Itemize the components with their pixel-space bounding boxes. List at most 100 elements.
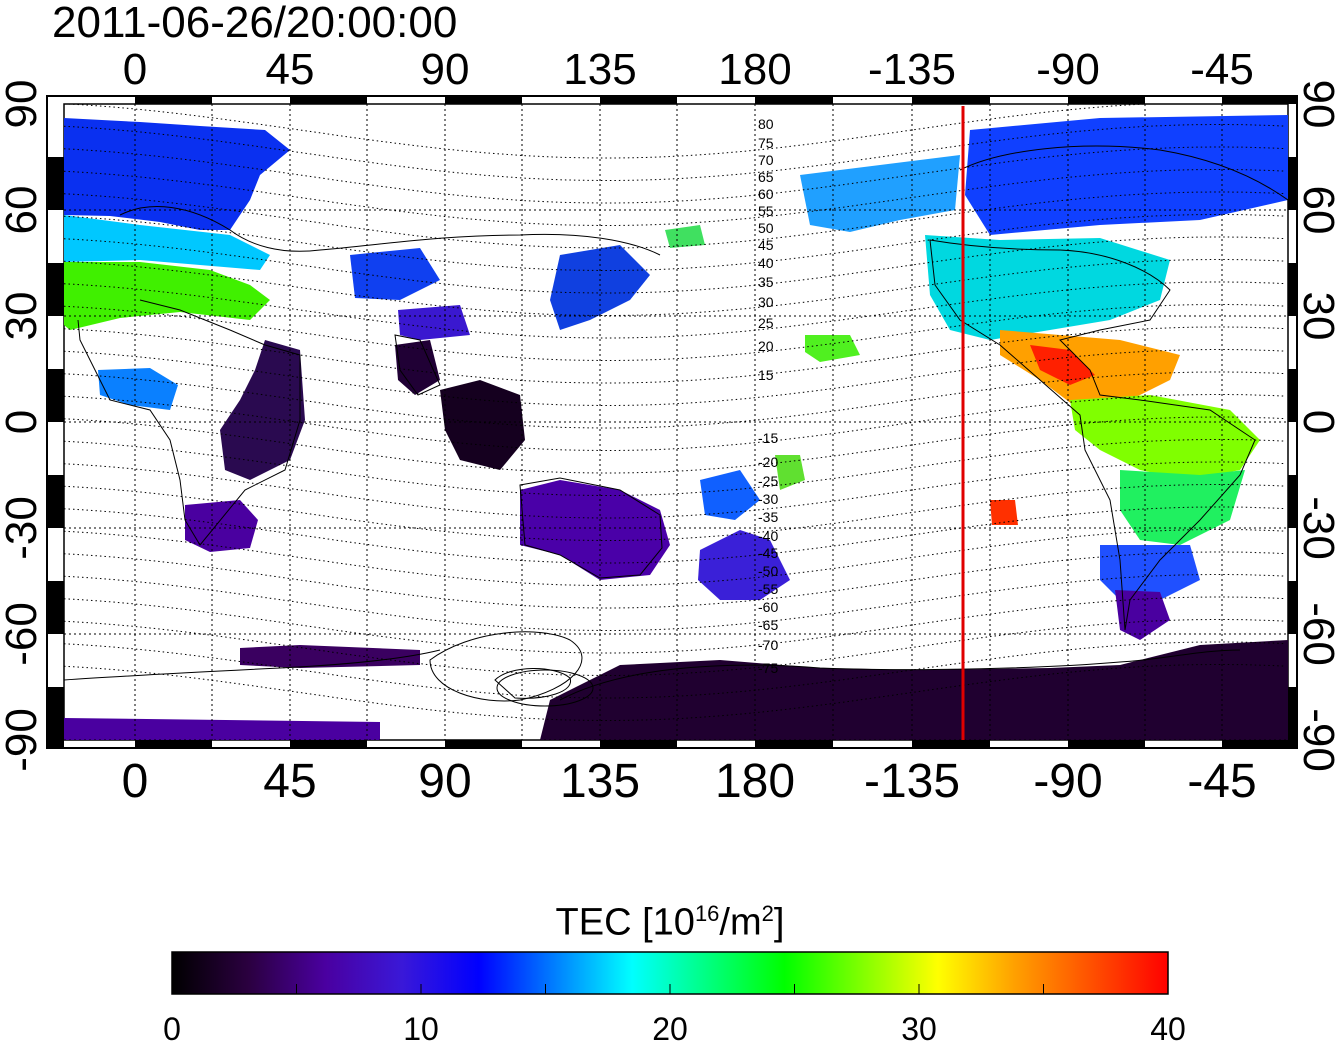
frame-bar-right	[1288, 687, 1297, 748]
tec-region-sw-pacific	[700, 470, 760, 520]
tec-region-south-africa	[185, 500, 258, 552]
frame-bar-right	[1288, 263, 1297, 316]
contour-line	[64, 506, 1285, 564]
contour-line	[64, 104, 1284, 159]
coastlines	[64, 145, 1288, 707]
frame-bar-top	[600, 96, 677, 104]
contour-label: 80	[758, 116, 774, 132]
y-tick-label-right: 90	[1294, 80, 1340, 129]
x-tick-label-top: 135	[563, 45, 636, 94]
contour-label: -20	[758, 454, 778, 470]
x-tick-label-top: -135	[868, 45, 956, 94]
contour-label: -45	[758, 545, 778, 561]
graticule	[64, 104, 1288, 740]
contour-label: -35	[758, 509, 778, 525]
colorbar-tick-label: 40	[1150, 1011, 1186, 1042]
colorbar-tick-label: 20	[652, 1011, 688, 1042]
y-tick-label-right: -90	[1294, 708, 1340, 772]
tec-data-layer	[64, 115, 1288, 740]
y-tick-label-right: -30	[1294, 496, 1340, 560]
colorbar-tick-label: 30	[901, 1011, 937, 1042]
y-tick-label-left: -90	[0, 708, 46, 772]
frame-bar-left	[47, 687, 64, 748]
tec-region-east-asia	[550, 245, 650, 330]
x-axis-bottom-labels: 0 45 90 135 180 -135 -90 -45	[122, 755, 1257, 808]
tec-region-indian-ocean	[440, 380, 525, 470]
contour-label: -65	[758, 617, 778, 633]
tec-region-pacific-1	[805, 335, 860, 362]
contour-line	[64, 304, 1285, 361]
contour-line	[64, 529, 1285, 586]
tec-region-usa	[925, 235, 1170, 340]
frame-bar-top	[1222, 96, 1297, 104]
contour-label: 60	[758, 186, 774, 202]
frame-bar-bottom	[1222, 740, 1297, 748]
contour-line	[64, 596, 1285, 654]
frame-bar-top	[912, 96, 990, 104]
tec-region-alaska	[800, 155, 960, 232]
contour-line	[64, 281, 1285, 339]
contour-label: 25	[758, 315, 774, 331]
y-axis-left-labels: 90 60 30 0 -30 -60 -90	[0, 80, 46, 772]
frame-bar-bottom	[1068, 740, 1145, 748]
contour-line	[64, 326, 1285, 384]
contour-line	[64, 664, 1285, 721]
y-tick-label-right: 0	[1294, 410, 1340, 434]
frame-bar-left	[47, 263, 64, 316]
contour-line	[64, 214, 1285, 271]
y-tick-label-right: 30	[1294, 292, 1340, 341]
y-tick-label-right: -60	[1294, 602, 1340, 666]
tec-region-pacific-3	[665, 225, 705, 248]
y-tick-label-left: 60	[0, 186, 46, 235]
frame-bar-right	[1288, 475, 1297, 528]
frame-bars	[47, 96, 1297, 748]
contour-label: -70	[758, 637, 778, 653]
x-axis-top-labels: 0 45 90 135 180 -135 -90 -45	[123, 45, 1254, 94]
contour-line	[64, 146, 1285, 204]
tec-region-central-asia	[398, 305, 470, 340]
tec-region-russia	[350, 248, 440, 300]
tec-region-africa-east	[220, 340, 305, 480]
tec-region-europe-green	[64, 262, 270, 330]
tec-region-south-america-mid	[1120, 470, 1245, 545]
contour-label: 20	[758, 338, 774, 354]
frame-bar-right	[1288, 157, 1297, 210]
x-tick-label-top: -90	[1036, 45, 1100, 94]
x-tick-label-top: 90	[421, 45, 470, 94]
colorbar-tick-label: 10	[403, 1011, 439, 1042]
contour-label: 30	[758, 294, 774, 310]
contour-label: 75	[758, 135, 774, 151]
contour-label: -50	[758, 563, 778, 579]
contour-label: 35	[758, 274, 774, 290]
contour-label: -30	[758, 491, 778, 507]
frame-bar-bottom	[600, 740, 677, 748]
tec-region-south-america-south	[1100, 545, 1200, 600]
y-axis-right-labels: 90 60 30 0 -30 -60 -90	[1294, 80, 1340, 772]
x-tick-label-bottom: 0	[122, 755, 149, 808]
contour-line	[64, 439, 1285, 496]
contour-line	[64, 394, 1285, 451]
contour-label: -40	[758, 528, 778, 544]
contour-label: 40	[758, 255, 774, 271]
tec-region-africa-west	[98, 368, 178, 410]
y-tick-label-right: 60	[1294, 186, 1340, 235]
contour-label: -15	[758, 430, 778, 446]
contour-line	[64, 619, 1285, 676]
tec-region-central-america	[1030, 345, 1095, 385]
contour-line	[64, 416, 1285, 474]
frame-bar-left	[47, 157, 64, 210]
contour-line	[64, 484, 1285, 541]
contour-label: 45	[758, 237, 774, 253]
frame-bar-left	[47, 581, 64, 634]
x-tick-label-bottom: -45	[1187, 755, 1256, 808]
x-tick-label-bottom: 90	[418, 755, 471, 808]
contour-line	[64, 371, 1285, 429]
frame-bar-right	[1288, 369, 1297, 422]
tec-region-south-america-north	[1070, 395, 1260, 480]
frame-bar-top	[1068, 96, 1145, 104]
contour-label: 70	[758, 152, 774, 168]
tec-region-pacific-hotspot	[990, 500, 1018, 525]
contour-label: 50	[758, 220, 774, 236]
